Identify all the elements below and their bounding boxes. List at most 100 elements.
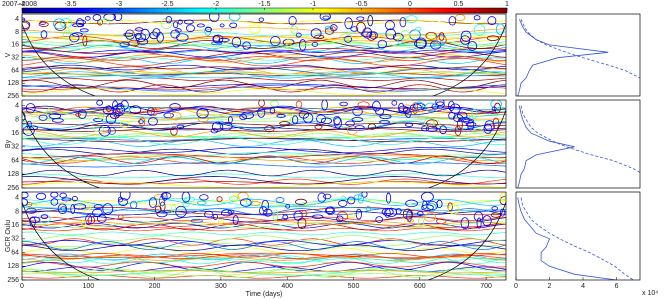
- contour-blob: [163, 112, 174, 119]
- contour-blob: [465, 121, 477, 127]
- contour-blob: [409, 103, 422, 112]
- contour-blob: [471, 108, 478, 120]
- contour-blob: [421, 204, 434, 212]
- contour-blob: [436, 199, 443, 209]
- contour-blob: [26, 201, 33, 207]
- spectrum-lines: [517, 105, 640, 188]
- contour-blob: [491, 206, 499, 211]
- contour-blob: [295, 32, 302, 38]
- contour-blob: [26, 207, 37, 214]
- spectrum-line: [517, 19, 609, 96]
- contour-blob: [423, 212, 437, 222]
- contour-blob: [333, 117, 343, 129]
- contour-blob: [499, 196, 506, 206]
- colorbar-tick-label: 0.5: [454, 1, 464, 8]
- x-tick-label: 600: [414, 283, 426, 290]
- contour: [22, 71, 506, 75]
- y-tick-label: 16: [11, 130, 19, 137]
- contour-blob: [449, 103, 461, 114]
- contour-blob: [452, 114, 464, 123]
- contour: [22, 269, 506, 278]
- contour-blob: [93, 204, 103, 210]
- contour-blob: [22, 192, 29, 199]
- contour-blob: [399, 30, 411, 41]
- contour-blob: [472, 128, 485, 134]
- contour-blob: [421, 125, 430, 132]
- panel-frame: [21, 99, 507, 189]
- contour: [22, 71, 506, 79]
- colorbar-tick-label: -1.5: [258, 1, 270, 8]
- colorbar-tick-label: 1: [505, 1, 509, 8]
- contour-blob: [259, 206, 268, 216]
- contour-blob: [379, 120, 390, 124]
- spectrum-line: [517, 197, 617, 280]
- contour-blob: [196, 108, 209, 119]
- contour-blob: [211, 41, 223, 46]
- contour-blob: [339, 101, 348, 107]
- contour-blob: [118, 214, 124, 220]
- contour-blob: [135, 32, 147, 43]
- contour-blob: [119, 192, 131, 201]
- x-tick-label: 300: [215, 283, 227, 290]
- contour-blob: [347, 212, 356, 219]
- contour-blob: [447, 202, 453, 212]
- contours: [22, 14, 506, 96]
- contour-blob: [356, 21, 366, 34]
- contour-blob: [325, 206, 335, 216]
- x-tick-label: 0: [514, 283, 518, 290]
- contour-blob: [232, 215, 239, 225]
- y-tick-label: 8: [15, 208, 19, 215]
- contour-blob: [102, 105, 115, 115]
- contour-blob: [22, 20, 31, 30]
- y-tick-label: 256: [7, 93, 19, 100]
- contour: [22, 132, 506, 138]
- contour: [22, 35, 506, 39]
- contour-blob: [356, 16, 365, 21]
- significance-line: [520, 105, 640, 173]
- contour-blob: [263, 208, 273, 217]
- contour-blob: [96, 100, 103, 106]
- contour-blob: [299, 42, 308, 47]
- contour-blob: [76, 18, 84, 28]
- contour-blob: [148, 117, 158, 126]
- contour-blob: [50, 198, 59, 206]
- x-tick-label: 6: [615, 283, 619, 290]
- contour: [22, 137, 506, 143]
- contour-blob: [152, 28, 161, 37]
- contour-blob: [227, 116, 233, 124]
- contour-blob: [69, 33, 80, 43]
- y-tick-label: 32: [11, 144, 19, 151]
- contour-blob: [231, 194, 240, 202]
- contour: [22, 72, 506, 77]
- contour-blob: [460, 30, 472, 42]
- contour-blob: [119, 41, 130, 48]
- y-tick-label: 128: [7, 80, 19, 87]
- contour-blob: [314, 34, 325, 39]
- contour-blob: [221, 209, 233, 217]
- contour-blob: [148, 197, 158, 208]
- contour-blob: [92, 208, 103, 217]
- panel-frame: [515, 191, 641, 281]
- contour-blob: [57, 203, 68, 215]
- y-tick-label: 32: [11, 54, 19, 61]
- contour-blob: [102, 203, 114, 215]
- contour: [22, 146, 506, 154]
- contour-blob: [357, 193, 364, 204]
- contour-blob: [53, 18, 66, 30]
- y-tick-label: 16: [11, 42, 19, 49]
- contour-blob: [105, 105, 112, 112]
- contour-blob: [365, 205, 372, 212]
- y-axis-label: GCR Oulu: [5, 220, 12, 252]
- contour: [22, 270, 506, 274]
- contour-blob: [399, 17, 407, 28]
- contour-blob: [229, 22, 238, 28]
- contour-blob: [183, 196, 196, 202]
- contour-blob: [398, 102, 405, 114]
- contour-blob: [467, 120, 475, 131]
- contours: [22, 100, 506, 188]
- contour-blob: [199, 194, 209, 201]
- contour-blob: [40, 30, 48, 39]
- contour-blob: [123, 32, 134, 37]
- contour-blob: [288, 16, 297, 26]
- colorbar-tick-label: -2.5: [161, 1, 173, 8]
